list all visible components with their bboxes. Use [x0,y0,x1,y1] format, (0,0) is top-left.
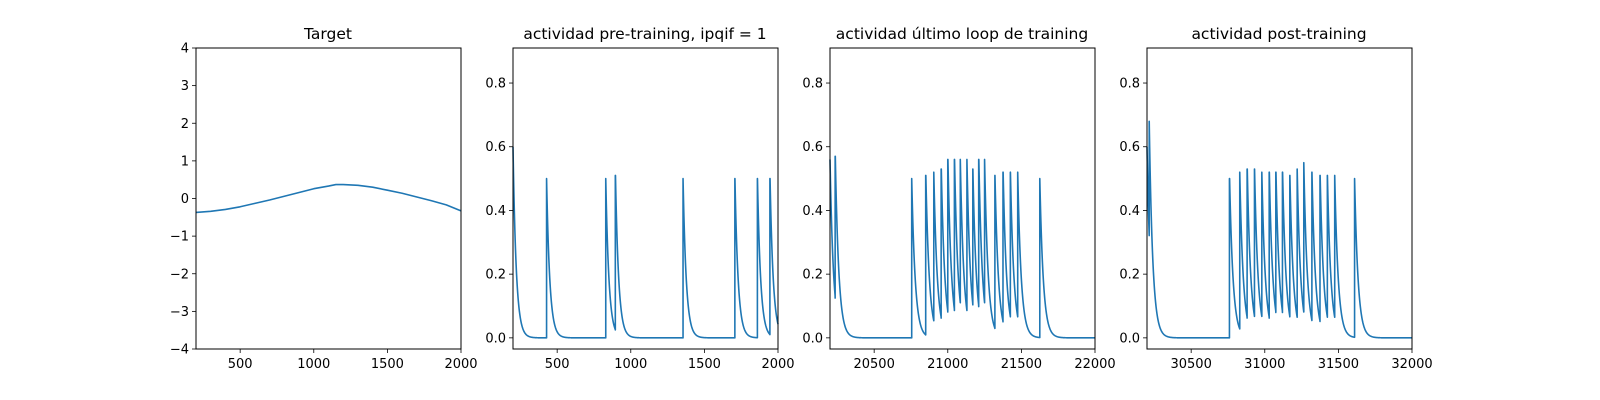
axes-frame-target [195,47,462,350]
x-tick-label: 21500 [1001,357,1042,372]
y-tick-label: 0.6 [802,140,823,155]
y-tick-label: 0.0 [485,331,506,346]
y-tick-label: 0.2 [802,268,823,283]
axes-frame-last-training-loop [829,47,1096,350]
y-tick-label: 0.4 [485,204,506,219]
y-tick-label: 0.4 [1119,204,1140,219]
x-tick-label: 1500 [688,357,721,372]
y-tick-label: 0 [181,192,189,207]
y-tick-label: −2 [170,267,189,282]
y-tick-label: 0.6 [485,140,506,155]
pretraining-series [512,146,779,339]
y-tick-label: 0.6 [1119,140,1140,155]
panel-title-last-training-loop: actividad último loop de training [836,25,1088,43]
series-line [195,183,462,214]
x-tick-label: 1000 [614,357,647,372]
x-tick-label: 2000 [444,357,477,372]
y-tick-label: 2 [181,117,189,132]
y-tick-label: −4 [170,343,189,358]
x-tick-label: 2000 [761,357,794,372]
posttraining-series [1146,120,1413,339]
y-tick-label: 4 [181,42,189,57]
y-tick-label: −3 [170,305,189,320]
panel-title-target: Target [303,25,352,43]
x-tick-label: 20500 [853,357,894,372]
series-line [1146,120,1413,339]
panel-target: Target 500 1000 1500 2000 −4 −3 −2 −1 0 1 2 3 4 [170,25,478,372]
panel-title-pretraining: actividad pre-training, ipqif = 1 [523,25,766,43]
panel-posttraining: actividad post-training 30500 31000 31500 3… [1119,25,1432,372]
x-tick-label: 1500 [371,357,404,372]
x-tick-label: 32000 [1391,357,1432,372]
x-tick-label: 500 [228,357,253,372]
y-tick-label: 0.0 [1119,331,1140,346]
series-line [829,155,1096,339]
y-tick-label: 0.2 [1119,268,1140,283]
x-tick-label: 500 [545,357,570,372]
y-tick-label: 0.0 [802,331,823,346]
y-tick-label: 0.8 [802,77,823,92]
y-tick-label: 0.8 [485,77,506,92]
x-tick-label: 31000 [1244,357,1285,372]
y-tick-label: −1 [170,230,189,245]
x-tick-label: 30500 [1170,357,1211,372]
y-tick-label: 0.4 [802,204,823,219]
last-training-loop-series [829,155,1096,339]
axes-frame-posttraining [1146,47,1413,350]
y-tick-label: 1 [181,154,189,169]
series-line [512,146,779,339]
panel-pretraining: actividad pre-training, ipqif = 1 500 100… [485,25,794,372]
y-tick-label: 0.2 [485,268,506,283]
target-series [195,183,462,214]
x-tick-label: 22000 [1074,357,1115,372]
y-tick-label: 0.8 [1119,77,1140,92]
panel-last-training-loop: actividad último loop de training 20500 2… [802,25,1115,372]
y-tick-label: 3 [181,79,189,94]
axes-frame-pretraining [512,47,779,350]
x-tick-label: 31500 [1318,357,1359,372]
x-tick-label: 21000 [927,357,968,372]
panel-title-posttraining: actividad post-training [1191,25,1366,43]
x-tick-label: 1000 [297,357,330,372]
